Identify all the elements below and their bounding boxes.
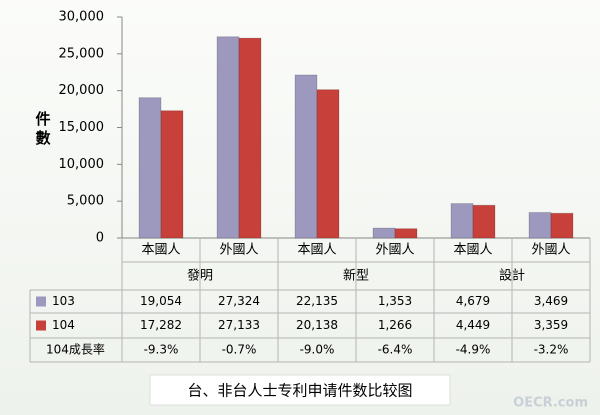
growth-value: -6.4% [378,343,413,357]
table-value: 27,324 [218,294,260,308]
growth-value: -9.3% [144,343,179,357]
growth-label: 104成長率 [46,342,105,357]
bar [550,212,574,239]
bar [294,74,318,239]
table-value: 17,282 [140,318,182,332]
table-value: 27,133 [218,318,260,332]
group-label: 設計 [499,268,525,284]
table-value: 19,054 [140,294,182,308]
growth-value: -3.2% [534,343,569,357]
growth-value: -0.7% [222,343,257,357]
bar [528,211,552,239]
table-value: 4,679 [456,294,490,308]
x-tick-label: 本國人 [297,243,336,258]
title-box [149,374,451,406]
legend-label: 103 [52,294,75,308]
y-tick-label: 20,000 [59,83,105,98]
watermark: OECR.com [513,396,588,411]
bar [450,203,474,239]
bar [472,204,496,239]
bar [238,37,262,239]
bar [160,110,184,239]
x-tick-label: 外國人 [531,243,570,258]
y-tick-label: 15,000 [59,120,105,135]
bar [394,228,418,239]
table-value: 3,359 [534,318,568,332]
bar [316,89,340,239]
bar [216,36,240,239]
table-value: 1,353 [378,294,412,308]
table-value: 20,138 [296,318,338,332]
y-tick-label: 10,000 [59,157,105,172]
y-tick-label: 0 [96,231,104,246]
table-value: 3,469 [534,294,568,308]
group-label: 發明 [187,269,213,284]
table-value: 22,135 [296,294,338,308]
y-tick-label: 5,000 [67,194,104,209]
y-axis-label: 件數 [34,110,52,149]
x-tick-label: 本國人 [141,243,180,258]
x-tick-label: 外國人 [219,243,258,258]
table-value: 1,266 [378,318,412,332]
table-value: 4,449 [456,318,490,332]
x-tick-label: 本國人 [453,243,492,258]
growth-value: -4.9% [456,343,491,357]
chart-title: 台、非台人士专利申请件数比较图 [187,382,412,400]
bar [138,97,162,239]
y-tick-label: 25,000 [59,46,105,61]
group-label: 新型 [343,268,369,284]
legend-swatch [36,296,46,307]
growth-value: -9.0% [300,343,335,357]
legend-label: 104 [52,318,75,332]
legend-swatch [36,320,46,331]
y-tick-label: 30,000 [59,10,105,25]
bar [372,227,396,239]
x-tick-label: 外國人 [375,243,414,258]
